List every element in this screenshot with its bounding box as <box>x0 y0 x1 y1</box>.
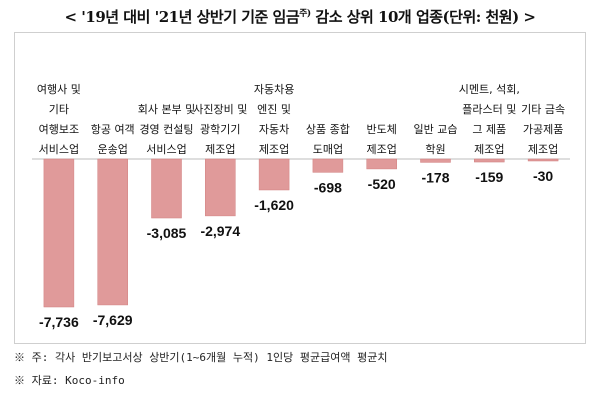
value-label: -30 <box>533 168 553 184</box>
source-note: ※ 자료: Koco-info <box>14 374 125 387</box>
value-label: -178 <box>421 169 449 185</box>
bar <box>97 158 128 306</box>
value-label: -1,620 <box>254 197 294 213</box>
chart-title-suffix: 감소 상위 10개 업종(단위: 천원) > <box>310 8 536 26</box>
category-label: 제조업 <box>528 143 558 156</box>
bar <box>420 158 451 163</box>
value-label: -698 <box>314 179 342 195</box>
value-label: -7,736 <box>39 314 79 330</box>
chart-title-text: < '19년 대비 '21년 상반기 기준 임금 <box>64 8 300 26</box>
category-label: 여행보조 <box>39 123 79 136</box>
category-label: 광학기기 <box>200 123 240 136</box>
value-label: -159 <box>475 169 503 185</box>
category-label: 사진장비 및 <box>193 103 247 116</box>
category-label: 엔진 및 <box>257 103 291 116</box>
category-label: 플라스터 및 <box>462 103 516 116</box>
category-label: 학원 <box>425 143 445 156</box>
category-label: 그 제품 <box>472 123 506 136</box>
category-label: 반도체 <box>367 123 397 136</box>
category-label: 도매업 <box>313 143 343 156</box>
bar <box>205 158 236 217</box>
category-label: 여행사 및 <box>37 83 81 96</box>
bar <box>43 158 75 308</box>
category-label: 항공 여객 <box>91 123 135 136</box>
value-label: -3,085 <box>147 225 187 241</box>
category-label: 기타 <box>49 103 69 116</box>
chart-title-sup: 주) <box>299 9 311 19</box>
category-label: 경영 컨설팅 <box>139 123 193 136</box>
category-label: 상품 종합 <box>306 123 350 136</box>
bar <box>151 158 182 219</box>
value-label: -2,974 <box>200 223 240 239</box>
category-label: 자동차 <box>259 123 289 136</box>
category-label: 제조업 <box>474 143 504 156</box>
footnote: ※ 주: 각사 반기보고서상 상반기(1~6개월 누적) 1인당 평균급여액 평… <box>14 351 388 364</box>
bar <box>527 158 559 162</box>
category-label: 운송업 <box>98 143 128 156</box>
bar <box>312 158 344 173</box>
category-label: 기타 금속 <box>521 103 565 116</box>
category-label: 제조업 <box>367 143 397 156</box>
category-label: 일반 교습 <box>414 122 458 136</box>
chart-title: < '19년 대비 '21년 상반기 기준 임금주) 감소 상위 10개 업종(… <box>0 6 600 27</box>
value-label: -520 <box>368 176 396 192</box>
category-label: 회사 본부 및 <box>138 103 196 116</box>
chart-frame <box>14 32 586 344</box>
category-label: 서비스업 <box>39 143 79 156</box>
bar <box>258 158 290 191</box>
bar <box>366 158 397 170</box>
bar <box>474 158 505 163</box>
category-label: 가공제품 <box>523 123 563 136</box>
category-label: 제조업 <box>205 143 235 156</box>
category-label: 제조업 <box>259 143 289 156</box>
category-label: 자동차용 <box>254 83 294 96</box>
value-label: -7,629 <box>93 312 133 328</box>
category-label: 시멘트, 석회, <box>459 83 520 96</box>
category-label: 서비스업 <box>146 143 186 156</box>
